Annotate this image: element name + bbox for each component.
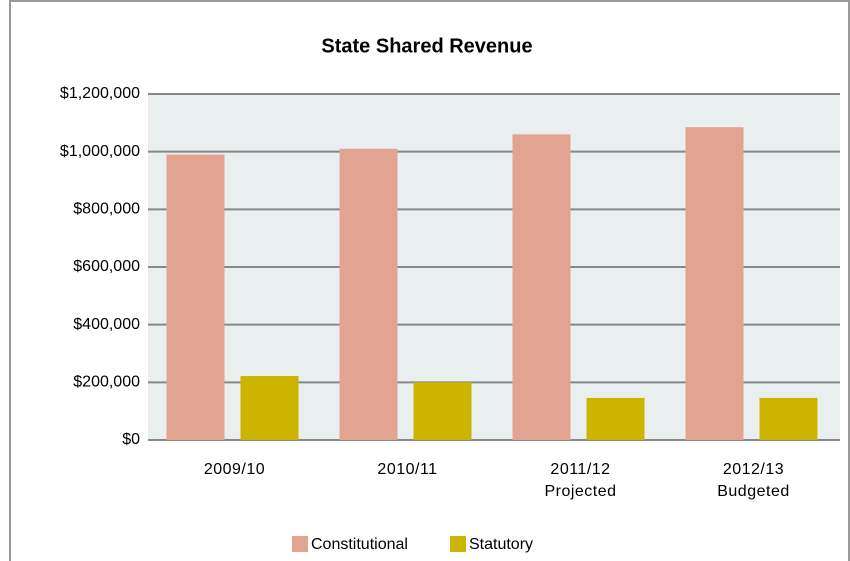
y-tick-label: $0 — [122, 431, 140, 448]
x-tick-label: 2011/12 Projected — [544, 461, 617, 500]
y-tick-label: $600,000 — [73, 258, 140, 275]
bar — [166, 154, 225, 441]
x-tick-label: 2012/13 Budgeted — [717, 461, 790, 500]
chart-title: State Shared Revenue — [321, 35, 532, 57]
bar — [512, 134, 571, 440]
y-tick-label: $400,000 — [73, 316, 140, 333]
bar — [586, 397, 645, 440]
y-tick-label: $800,000 — [73, 201, 140, 218]
bar — [339, 148, 398, 441]
bar — [759, 397, 818, 440]
y-tick-label: $200,000 — [73, 374, 140, 391]
legend-swatch — [292, 536, 308, 552]
bar — [240, 375, 299, 440]
y-tick-label: $1,000,000 — [60, 143, 140, 160]
legend-swatch — [450, 536, 466, 552]
legend-label: Statutory — [469, 536, 533, 553]
bar — [413, 382, 472, 440]
chart-border — [9, 0, 850, 561]
bar — [685, 127, 744, 441]
x-tick-label: 2009/10 — [203, 461, 266, 478]
legend-label: Constitutional — [311, 536, 408, 553]
y-tick-label: $1,200,000 — [60, 85, 140, 102]
x-tick-label: 2010/11 — [377, 461, 438, 478]
